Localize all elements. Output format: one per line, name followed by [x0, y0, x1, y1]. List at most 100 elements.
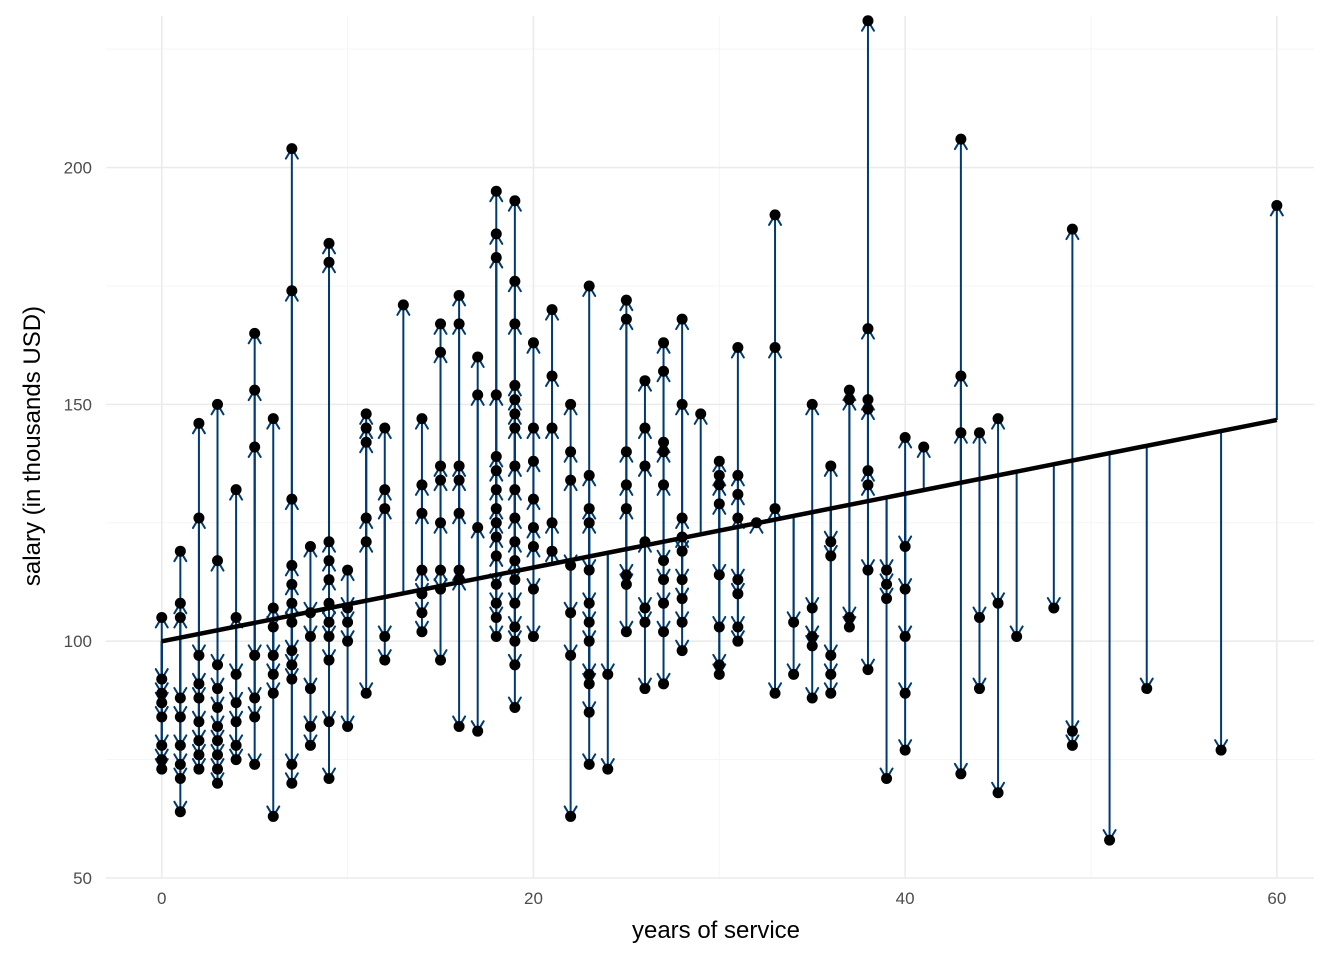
data-point	[267, 810, 279, 822]
data-point	[156, 687, 168, 699]
data-point	[193, 692, 205, 704]
data-point	[323, 256, 335, 268]
data-point	[323, 536, 335, 548]
data-point	[695, 408, 707, 420]
data-point	[360, 408, 372, 420]
data-point	[490, 450, 502, 462]
data-point	[658, 574, 670, 586]
data-point	[304, 739, 316, 751]
data-point	[1066, 223, 1078, 235]
data-point	[732, 621, 744, 633]
data-point	[490, 252, 502, 264]
data-point	[212, 683, 224, 695]
data-point	[565, 474, 577, 486]
data-point	[583, 280, 595, 292]
data-point	[509, 512, 521, 524]
data-point	[193, 649, 205, 661]
data-point	[490, 630, 502, 642]
data-point	[899, 583, 911, 595]
data-point	[267, 621, 279, 633]
data-point	[174, 612, 186, 624]
data-point	[435, 474, 447, 486]
data-point	[360, 436, 372, 448]
data-point	[490, 550, 502, 562]
data-point	[174, 739, 186, 751]
data-point	[509, 621, 521, 633]
data-point	[620, 294, 632, 306]
data-point	[732, 574, 744, 586]
data-point	[806, 602, 818, 614]
data-point	[769, 503, 781, 515]
data-point	[565, 446, 577, 458]
data-point	[249, 327, 261, 339]
data-point	[658, 446, 670, 458]
data-point	[806, 692, 818, 704]
data-point	[843, 394, 855, 406]
data-point	[435, 654, 447, 666]
data-point	[453, 564, 465, 576]
data-point	[212, 555, 224, 567]
data-point	[565, 559, 577, 571]
data-point	[323, 716, 335, 728]
data-point	[1271, 199, 1283, 211]
data-point	[342, 616, 354, 628]
data-point	[379, 484, 391, 496]
data-point	[676, 512, 688, 524]
data-point	[249, 758, 261, 770]
data-point	[509, 318, 521, 330]
data-point	[639, 616, 651, 628]
data-point	[230, 716, 242, 728]
x-tick-label: 20	[524, 889, 543, 908]
data-point	[955, 427, 967, 439]
data-point	[1215, 744, 1227, 756]
data-point	[583, 635, 595, 647]
data-point	[490, 503, 502, 515]
data-point	[490, 484, 502, 496]
y-tick-label: 150	[64, 395, 92, 414]
data-point	[360, 536, 372, 548]
data-point	[527, 522, 539, 534]
data-point	[416, 479, 428, 491]
data-point	[304, 607, 316, 619]
data-point	[676, 398, 688, 410]
data-point	[249, 441, 261, 453]
data-point	[472, 522, 484, 534]
data-point	[713, 479, 725, 491]
data-point	[286, 758, 298, 770]
data-point	[955, 768, 967, 780]
data-point	[713, 469, 725, 481]
data-point	[769, 687, 781, 699]
data-point	[509, 597, 521, 609]
data-point	[676, 645, 688, 657]
data-point	[212, 735, 224, 747]
data-points	[156, 15, 1283, 846]
data-point	[565, 607, 577, 619]
data-point	[825, 550, 837, 562]
data-point	[1066, 725, 1078, 737]
data-point	[416, 507, 428, 519]
data-point	[193, 417, 205, 429]
data-point	[304, 630, 316, 642]
x-tick-label: 0	[157, 889, 166, 908]
data-point	[527, 337, 539, 349]
data-point	[193, 735, 205, 747]
data-point	[212, 749, 224, 761]
data-point	[620, 578, 632, 590]
data-point	[713, 621, 725, 633]
data-point	[249, 384, 261, 396]
data-point	[602, 668, 614, 680]
data-point	[881, 578, 893, 590]
data-point	[379, 654, 391, 666]
data-point	[212, 659, 224, 671]
data-point	[509, 701, 521, 713]
data-point	[230, 668, 242, 680]
data-point	[658, 365, 670, 377]
data-point	[620, 626, 632, 638]
data-point	[156, 673, 168, 685]
data-point	[899, 432, 911, 444]
data-point	[639, 602, 651, 614]
data-point	[267, 668, 279, 680]
data-point	[286, 597, 298, 609]
